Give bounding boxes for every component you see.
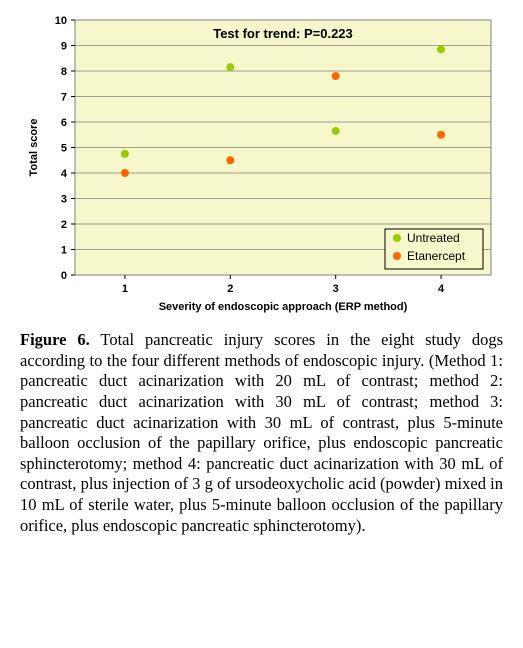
- data-point: [226, 63, 234, 71]
- svg-text:10: 10: [55, 15, 67, 27]
- svg-text:1: 1: [122, 283, 128, 295]
- figure-number: Figure 6.: [20, 330, 90, 349]
- data-point: [121, 150, 129, 158]
- svg-text:2: 2: [227, 283, 233, 295]
- data-point: [332, 72, 340, 80]
- figure-caption: Figure 6. Total pancreatic injury scores…: [20, 330, 503, 536]
- svg-text:4: 4: [61, 168, 68, 180]
- svg-text:5: 5: [61, 143, 67, 155]
- figure-caption-text: Total pancreatic injury scores in the ei…: [20, 330, 503, 535]
- figure-container: 0 1 2 3 4 5 6 7 8 9 10 1 2 3 4 Total score Severity of e…: [0, 0, 523, 573]
- data-point: [332, 127, 340, 135]
- data-point: [437, 131, 445, 139]
- svg-text:2: 2: [61, 219, 67, 231]
- svg-text:6: 6: [61, 117, 67, 129]
- data-point: [226, 156, 234, 164]
- svg-text:4: 4: [438, 283, 445, 295]
- svg-text:1: 1: [61, 245, 67, 257]
- svg-text:9: 9: [61, 41, 67, 53]
- chart-wrap: 0 1 2 3 4 5 6 7 8 9 10 1 2 3 4 Total score Severity of e…: [20, 10, 503, 320]
- svg-text:Severity of endoscopic approac: Severity of endoscopic approach (ERP met…: [159, 301, 408, 313]
- svg-text:Test for trend: P=0.223: Test for trend: P=0.223: [213, 26, 353, 41]
- svg-text:Etanercept: Etanercept: [407, 249, 466, 263]
- svg-text:0: 0: [61, 270, 67, 282]
- svg-text:3: 3: [61, 194, 67, 206]
- svg-text:3: 3: [333, 283, 339, 295]
- svg-text:Total score: Total score: [28, 119, 40, 177]
- data-point: [121, 169, 129, 177]
- svg-text:7: 7: [61, 92, 67, 104]
- scatter-chart: 0 1 2 3 4 5 6 7 8 9 10 1 2 3 4 Total score Severity of e…: [20, 10, 503, 320]
- data-point: [437, 45, 445, 53]
- svg-text:8: 8: [61, 66, 67, 78]
- svg-text:Untreated: Untreated: [407, 231, 460, 245]
